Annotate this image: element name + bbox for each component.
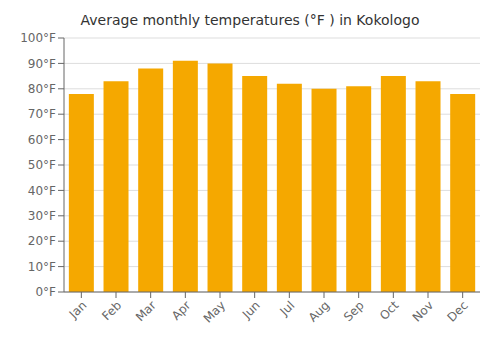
svg-text:30°F: 30°F: [28, 209, 56, 223]
svg-text:10°F: 10°F: [28, 260, 56, 274]
svg-text:0°F: 0°F: [35, 285, 56, 299]
svg-text:Sep: Sep: [341, 298, 367, 324]
html-text:Average monthly temperatures (: Average monthly temperatures (°F ) in Ko…: [80, 12, 420, 28]
svg-text:Oct: Oct: [377, 298, 402, 323]
svg-text:Aug: Aug: [306, 298, 332, 324]
svg-text:40°F: 40°F: [28, 184, 56, 198]
svg-text:Jul: Jul: [277, 298, 298, 319]
svg-text:Apr: Apr: [169, 298, 194, 323]
svg-text:90°F: 90°F: [28, 57, 56, 71]
svg-text:50°F: 50°F: [28, 158, 56, 172]
svg-text:80°F: 80°F: [28, 82, 56, 96]
svg-text:20°F: 20°F: [28, 234, 56, 248]
svg-text:Mar: Mar: [133, 298, 159, 324]
svg-text:Nov: Nov: [410, 298, 436, 324]
svg-text:100°F: 100°F: [20, 32, 56, 45]
svg-text:May: May: [201, 298, 228, 325]
svg-text:Jun: Jun: [239, 298, 263, 322]
svg-text:60°F: 60°F: [28, 133, 56, 147]
svg-text:Feb: Feb: [99, 298, 124, 323]
svg-text:Dec: Dec: [444, 298, 470, 324]
svg-text:70°F: 70°F: [28, 107, 56, 121]
svg-text:Jan: Jan: [66, 298, 90, 322]
